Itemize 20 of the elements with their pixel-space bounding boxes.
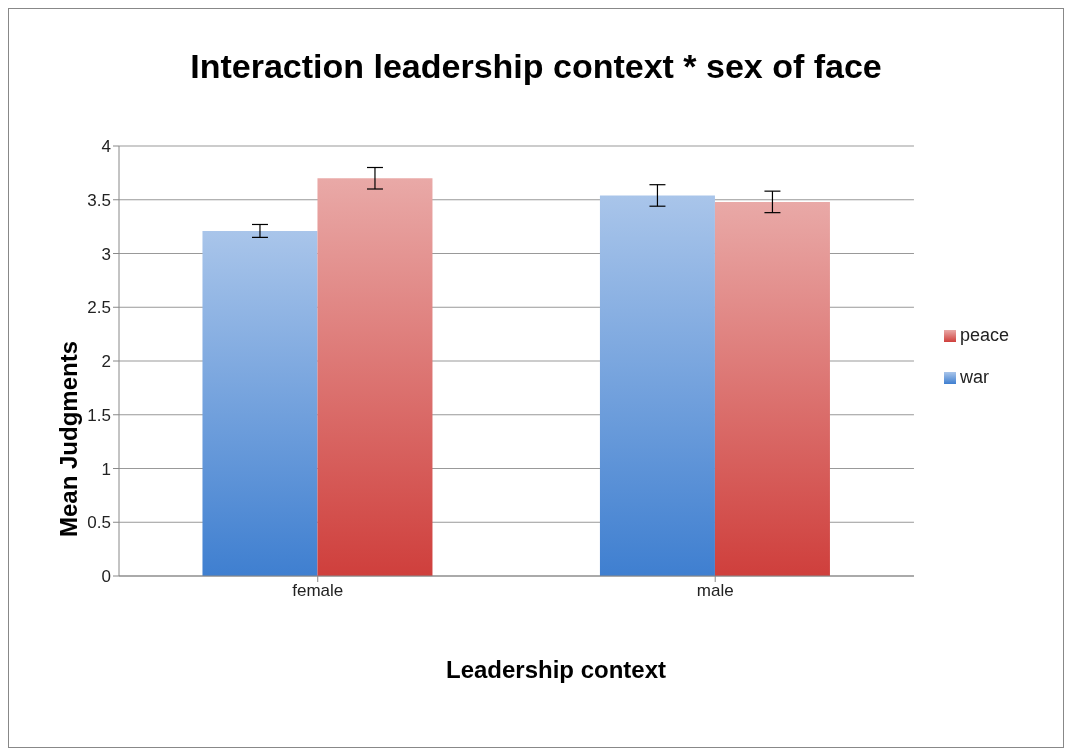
x-tick-label: female xyxy=(292,581,344,601)
bar xyxy=(714,201,830,576)
bar xyxy=(317,178,433,576)
x-tick-label: male xyxy=(696,581,734,601)
chart-title: Interaction leadership context * sex of face xyxy=(189,47,883,86)
y-tick-label: 2 xyxy=(101,352,111,372)
bar xyxy=(599,195,715,576)
y-tick-label: 1.5 xyxy=(87,405,111,425)
legend-label: peace xyxy=(959,325,1009,345)
y-tick-label: 4 xyxy=(101,137,111,157)
y-tick-label: 0.5 xyxy=(87,513,111,533)
y-tick-label: 0 xyxy=(101,567,111,587)
x-axis-title: Leadership context xyxy=(444,656,668,684)
y-tick-label: 1 xyxy=(101,459,111,479)
y-tick-label: 3.5 xyxy=(87,190,111,210)
y-tick-label: 2.5 xyxy=(87,298,111,318)
legend-label: war xyxy=(959,367,989,387)
y-tick-label: 3 xyxy=(101,244,111,264)
bar xyxy=(202,230,318,576)
y-axis-title: Mean Judgments xyxy=(55,340,83,538)
